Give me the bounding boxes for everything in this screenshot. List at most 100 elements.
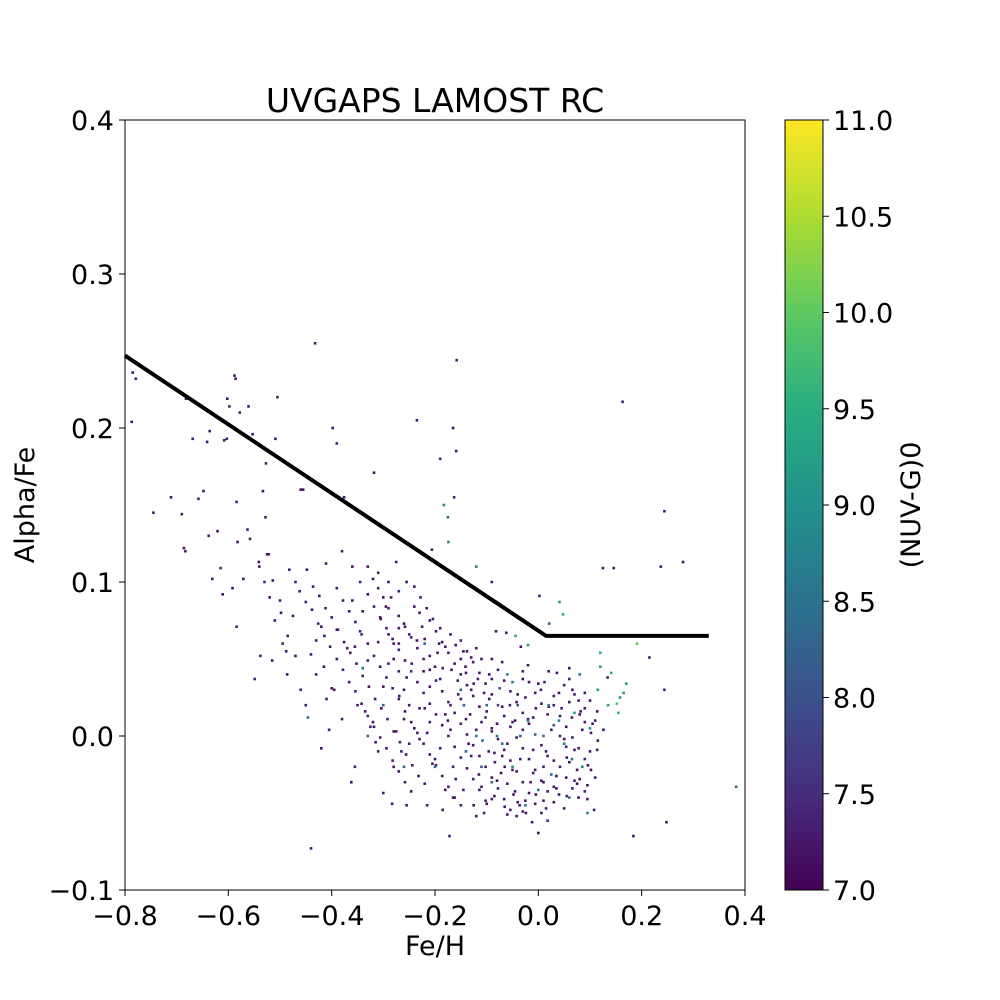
data-point <box>527 757 531 761</box>
data-point <box>480 785 483 789</box>
data-point <box>516 800 519 804</box>
data-point <box>589 768 593 772</box>
data-point <box>328 645 332 648</box>
data-point <box>345 646 349 650</box>
data-point <box>659 565 663 568</box>
data-point <box>428 654 432 658</box>
data-point <box>496 737 500 741</box>
data-point <box>268 596 271 599</box>
data-point <box>378 665 382 668</box>
data-point <box>558 600 561 604</box>
data-point <box>490 730 494 733</box>
data-point <box>385 676 388 679</box>
data-point <box>335 442 339 445</box>
data-point <box>589 731 593 735</box>
x-tick-label: −0.4 <box>299 901 365 932</box>
data-point <box>387 633 390 636</box>
divider-line <box>123 353 709 638</box>
data-point <box>482 811 486 815</box>
data-point <box>316 622 320 625</box>
colorbar-tick-label: 9.5 <box>833 395 876 426</box>
data-point <box>573 748 576 752</box>
data-point <box>438 747 442 750</box>
data-point <box>490 657 494 661</box>
x-axis-label: Fe/H <box>405 931 465 962</box>
data-point <box>490 580 494 584</box>
data-point <box>228 405 231 408</box>
data-point <box>485 710 488 713</box>
data-point <box>273 619 277 622</box>
data-point <box>453 745 456 749</box>
data-point <box>502 748 506 752</box>
data-point <box>438 677 442 681</box>
data-point <box>573 711 576 715</box>
data-point <box>561 613 565 616</box>
data-point <box>371 720 375 724</box>
data-point <box>577 796 580 799</box>
data-point <box>618 696 622 699</box>
data-point <box>351 599 354 602</box>
data-point <box>632 834 635 838</box>
x-axis: −0.8 −0.6 −0.4 −0.2 0.0 0.2 0.4 <box>92 890 766 932</box>
data-point <box>418 737 421 741</box>
data-point <box>511 765 514 769</box>
data-point <box>513 790 517 793</box>
colorbar-tick-label: 11.0 <box>833 106 893 137</box>
data-point <box>601 566 605 570</box>
data-point <box>476 677 480 681</box>
data-point <box>270 659 274 662</box>
data-point <box>242 577 245 581</box>
data-point <box>469 688 473 692</box>
data-point <box>617 711 620 715</box>
data-point <box>440 640 444 644</box>
x-tick-label: −0.6 <box>196 901 262 932</box>
data-point <box>433 765 437 769</box>
data-point <box>425 804 429 807</box>
data-point <box>294 580 297 584</box>
data-point <box>394 730 398 733</box>
data-point <box>447 785 450 789</box>
data-point <box>526 719 530 722</box>
data-point <box>205 440 209 444</box>
data-point <box>542 734 545 738</box>
data-point <box>299 688 302 692</box>
data-point <box>462 703 466 707</box>
data-point <box>578 713 581 716</box>
data-point <box>524 804 527 807</box>
data-point <box>552 759 556 762</box>
data-point <box>366 593 370 596</box>
data-point <box>575 768 579 772</box>
data-point <box>648 656 651 659</box>
data-point <box>477 773 481 776</box>
data-point <box>524 696 527 699</box>
data-point <box>577 747 580 750</box>
data-point <box>447 700 450 704</box>
data-point <box>441 666 444 670</box>
data-point <box>475 814 478 818</box>
data-point <box>499 771 503 775</box>
data-point <box>332 688 336 692</box>
data-point <box>420 625 424 628</box>
data-point <box>478 705 481 708</box>
data-point <box>310 608 314 611</box>
data-point <box>422 742 425 745</box>
data-point <box>428 753 432 756</box>
data-point <box>546 713 549 716</box>
data-point <box>409 636 413 639</box>
data-point <box>547 705 550 708</box>
data-point <box>490 797 494 801</box>
data-point <box>376 640 380 644</box>
data-point <box>191 437 194 441</box>
data-point <box>342 496 346 499</box>
data-point <box>496 787 500 790</box>
data-point <box>373 697 377 701</box>
data-point <box>612 566 616 570</box>
data-point <box>506 782 509 785</box>
data-point <box>416 680 419 684</box>
data-point <box>397 697 401 701</box>
data-point <box>533 733 537 736</box>
data-point <box>531 716 535 719</box>
colorbar-label: (NUV-G)0 <box>896 442 927 569</box>
data-point <box>540 702 543 705</box>
